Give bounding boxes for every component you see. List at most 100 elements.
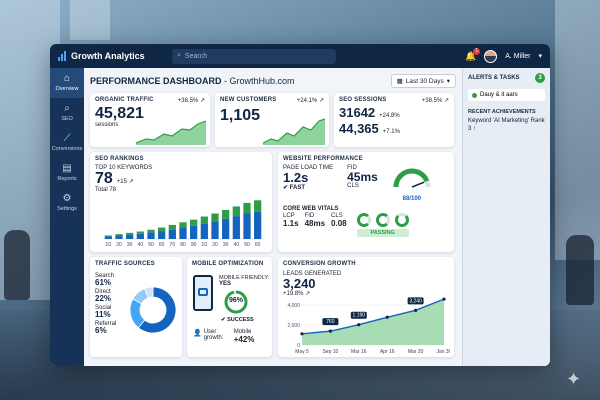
customers-sparkline [263, 118, 325, 145]
calendar-icon: ▦ [396, 78, 403, 85]
seo-rankings-card[interactable]: SEO RANKINGS TOP 10 KEYWORDS 78 +15 ↗ To… [90, 152, 272, 252]
report-icon: ▤ [62, 163, 72, 174]
tick-label: 60 [255, 242, 261, 248]
main-content: PERFORMANCE DASHBOARD - GrowthHub.com ▦ … [84, 68, 462, 366]
bar-segment [243, 202, 251, 214]
sidebar-item-reports[interactable]: ▤ Reports [50, 158, 84, 188]
bar-segment [222, 209, 230, 219]
data-point [414, 308, 418, 312]
sidebar-item-seo[interactable]: ⌕ SEO [50, 98, 84, 128]
tick-label: 90 [191, 242, 197, 248]
bar [104, 236, 112, 239]
vital-ring-icon [356, 213, 371, 227]
card-title: SEO RANKINGS [95, 156, 144, 162]
tick-label: 60 [159, 242, 165, 248]
keywords-total: Total 78 [95, 187, 117, 193]
sidebar-item-conversions[interactable]: ⟋ Conversions [50, 128, 84, 158]
x-tick-label: Apr 16 [380, 349, 395, 355]
sidebar-item-label: Overview [55, 86, 79, 92]
bar-segment [232, 206, 240, 217]
date-range-label: Last 30 Days [405, 77, 444, 85]
card-title: TRAFFIC SOURCES [95, 261, 155, 267]
leads-value: 3,240 [283, 276, 316, 291]
data-point [300, 332, 304, 336]
tick-label: 20 [116, 242, 122, 248]
bar [232, 216, 240, 239]
legend-value: 22% [95, 294, 112, 303]
sidebar-item-overview[interactable]: ⌂ Overview [50, 68, 84, 98]
avatar[interactable] [484, 49, 498, 63]
traffic-sources-card[interactable]: TRAFFIC SOURCES Search 61% Direct 22% Social… [90, 257, 182, 357]
load-time-value: 1.2s [283, 170, 309, 185]
sparkle-icon: ✦ [566, 369, 582, 389]
organic-value: 45,821 [95, 105, 144, 122]
page-title-main: PERFORMANCE DASHBOARD [90, 76, 222, 86]
lcp-value: 1.1s [283, 219, 299, 228]
bar-segment [147, 229, 155, 233]
card-title: WEBSITE PERFORMANCE [283, 156, 363, 162]
mobile-growth-value: +42% [233, 335, 255, 344]
alerts-panel: ALERTS & TASKS 3 Dauy & it aars RECENT A… [462, 68, 550, 366]
legend-item: Search 61% [95, 273, 129, 287]
search-input[interactable]: ⌕ Search [172, 48, 336, 64]
bar [136, 233, 144, 239]
conversion-growth-card[interactable]: CONVERSION GROWTH LEADS GENERATED 3,240 … [278, 257, 454, 357]
load-time-label: PAGE LOAD TIME [283, 165, 334, 171]
card-title: NEW CUSTOMERS [220, 97, 277, 103]
y-tick-label: 0 [297, 343, 300, 349]
sidebar-item-settings[interactable]: ⚙ Settings [50, 188, 84, 218]
date-range-button[interactable]: ▦ Last 30 Days ▾ [390, 74, 456, 88]
tick-label: 20 [212, 242, 218, 248]
tick-label: 30 [127, 242, 133, 248]
lcp-label: LCP [283, 213, 295, 219]
legend-label: Social [95, 305, 112, 311]
mobile-optimization-card[interactable]: MOBILE OPTIMIZATION MOBILE FRIENDLY: YES… [187, 257, 272, 357]
website-performance-card[interactable]: WEBSITE PERFORMANCE PAGE LOAD TIME 1.2s … [278, 152, 454, 252]
sidebar-item-label: Reports [57, 176, 77, 182]
mobile-friendly-value: YES [219, 281, 232, 287]
bell-icon[interactable]: 🔔 1 [465, 47, 481, 62]
cwv-label: CORE WEB VITALS [283, 206, 339, 212]
bar [179, 227, 187, 239]
seo-change-3: +7.1% [382, 129, 400, 135]
app-name: Growth Analytics [71, 51, 145, 61]
bar-segment [211, 213, 219, 222]
alert-item[interactable]: Dauy & it aars [468, 89, 545, 101]
alerts-count: 3 [535, 73, 545, 83]
sidebar-item-label: Settings [57, 206, 77, 212]
user-name[interactable]: A. Miller [505, 52, 531, 60]
new-customers-card[interactable]: NEW CUSTOMERS +24.1% ↗ 1,105 [215, 93, 329, 147]
bar [115, 235, 123, 239]
seo-rankings-chart: 10 20 30 40 50 60 70 80 90 10 20 30 40 50 60 [103, 200, 265, 248]
area-fill [302, 299, 444, 345]
score-gauge [393, 168, 431, 188]
chevron-down-icon[interactable]: ▾ [538, 53, 542, 60]
achievement-text: Keyword 'AI Marketing' Rank 3 ↑ [468, 118, 545, 132]
brand[interactable]: Growth Analytics [58, 51, 162, 61]
annotation-box [322, 318, 339, 326]
sidebar-item-label: Conversions [51, 146, 83, 152]
bar [158, 231, 166, 239]
cls2-value: 0.08 [331, 219, 347, 228]
tick-label: 40 [234, 242, 240, 248]
organic-traffic-card[interactable]: ORGANIC TRAFFIC +38.5% ↗ 45,821 sessions [90, 93, 210, 147]
mobile-growth-label: Mobile [233, 329, 252, 335]
data-point [385, 315, 389, 319]
page-title: PERFORMANCE DASHBOARD - GrowthHub.com [90, 76, 295, 86]
tick-label: 50 [148, 242, 154, 248]
cls-label: CLS [347, 183, 359, 189]
legend-item: Referral 6% [95, 321, 129, 335]
x-tick-label: May 5 [295, 349, 309, 355]
data-point [357, 323, 361, 327]
bar-segment [168, 224, 176, 230]
bar-segment [104, 235, 112, 237]
legend-value: 11% [95, 310, 111, 319]
data-label: 3,240 [409, 298, 422, 304]
bar [254, 211, 262, 239]
seo-sessions-card[interactable]: SEO SESSIONS +38.5% ↗ 31642 +24.8% 44,36… [334, 93, 454, 147]
x-tick-label: Sep 10 [322, 349, 338, 355]
bar [222, 218, 230, 239]
chevron-down-icon: ▾ [446, 78, 450, 85]
bar-segment [254, 200, 262, 212]
